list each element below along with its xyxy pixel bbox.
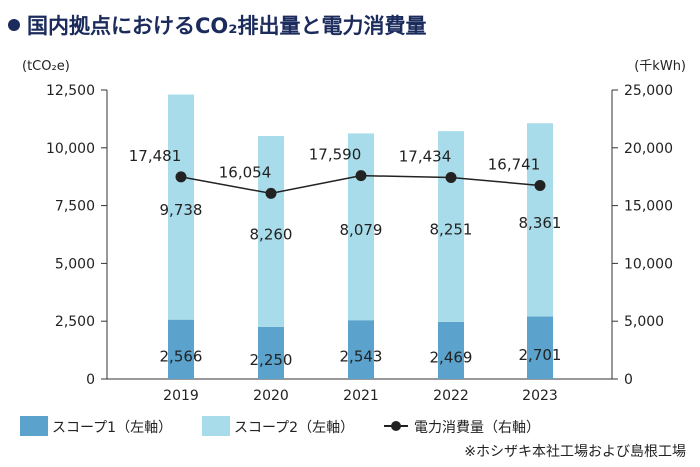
label-scope1: 2,566 [160,347,203,365]
label-scope1: 2,250 [250,351,293,369]
legend-label-scope1: スコープ1（左軸） [52,420,172,436]
label-scope1: 2,701 [519,346,562,364]
left-tick-label: 7,500 [55,199,95,215]
left-tick-label: 2,500 [55,314,95,330]
bar-scope1 [258,326,284,379]
power-point [265,187,277,199]
legend-swatch-scope1 [20,416,48,436]
bar-scope2 [168,94,194,320]
legend-swatch-scope2 [202,416,230,436]
bar-scope2 [348,133,374,321]
legend-line-marker [391,421,401,431]
bar-scope2 [527,123,553,317]
label-scope2: 8,079 [340,221,383,239]
power-point [355,170,367,182]
left-tick-label: 10,000 [46,141,95,157]
legend-label-scope2: スコープ2（左軸） [234,420,354,436]
left-tick-label: 12,500 [46,83,95,99]
right-tick-label: 0 [624,372,633,388]
x-tick-label: 2023 [522,388,558,404]
right-tick-label: 5,000 [624,314,664,330]
power-point [534,179,546,191]
bar-scope2 [258,136,284,327]
power-point [175,171,187,183]
right-tick-label: 25,000 [624,83,673,99]
left-tick-label: 5,000 [55,256,95,272]
x-tick-label: 2020 [253,388,289,404]
bar-scope2 [438,131,464,322]
left-tick-label: 0 [86,372,95,388]
bar-scope1 [168,319,194,379]
right-tick-label: 10,000 [624,256,673,272]
label-scope2: 9,738 [160,201,203,219]
label-power: 17,590 [309,146,362,164]
title-bullet-icon [8,19,20,31]
label-scope2: 8,260 [250,225,293,243]
chart-title: 国内拠点におけるCO₂排出量と電力消費量 [27,14,426,38]
bar-scope1 [527,316,553,379]
left-axis-label: (tCO₂e) [22,59,70,74]
x-tick-label: 2019 [163,388,199,404]
legend-label-power: 電力消費量（右軸） [414,420,540,436]
x-tick-label: 2021 [343,388,379,404]
label-scope2: 8,361 [519,214,562,232]
label-power: 16,054 [219,163,272,181]
label-power: 17,434 [399,147,452,165]
right-tick-label: 20,000 [624,141,673,157]
label-power: 17,481 [129,147,182,165]
right-axis-label: (千kWh) [634,59,686,74]
label-scope2: 8,251 [430,221,473,239]
legend: スコープ1（左軸） スコープ2（左軸） 電力消費量（右軸） [20,416,540,436]
label-scope1: 2,543 [340,348,383,366]
power-point [445,171,457,183]
bar-scope1 [348,320,374,379]
footnote: ※ホシザキ本社工場および島根工場 [464,444,686,460]
x-tick-label: 2022 [433,388,469,404]
label-scope1: 2,469 [430,348,473,366]
right-tick-label: 15,000 [624,199,673,215]
bar-scope1 [438,321,464,379]
label-power: 16,741 [488,155,541,173]
